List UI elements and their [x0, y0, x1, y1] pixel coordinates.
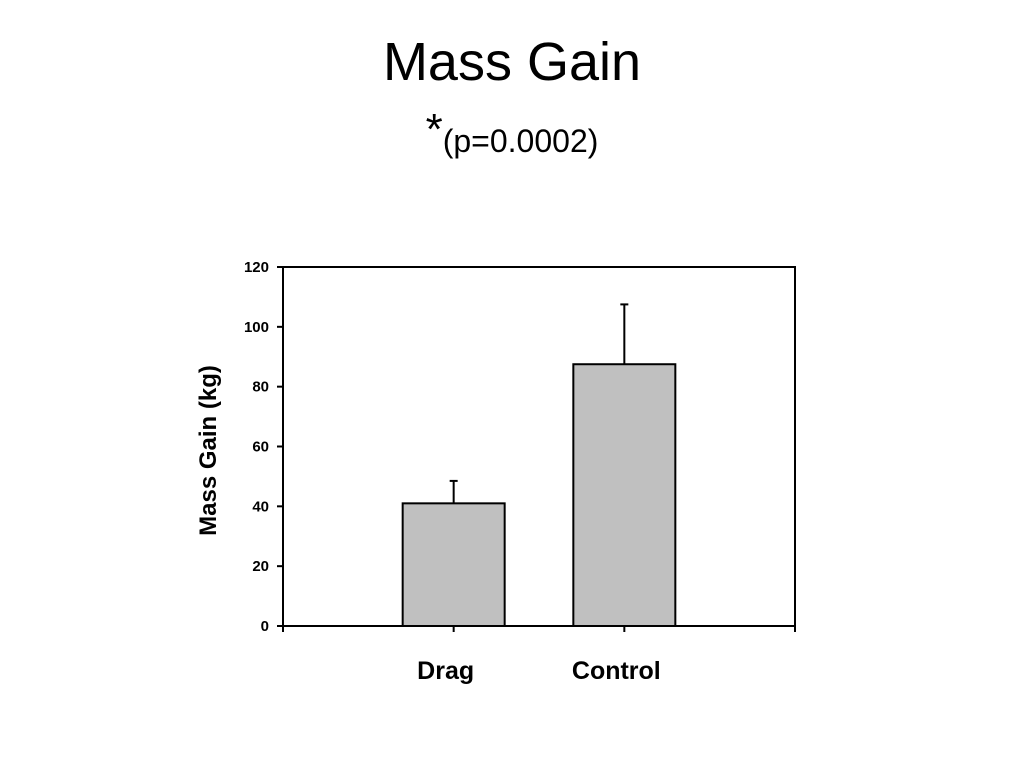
p-value: (p=0.0002)	[442, 123, 599, 159]
y-tick-label: 40	[252, 498, 269, 515]
plot-frame	[282, 266, 796, 627]
y-tick-label: 0	[261, 618, 269, 635]
slide-subtitle: *(p=0.0002)	[0, 100, 1024, 178]
y-tick-label: 80	[252, 379, 269, 396]
y-tick-label: 60	[252, 439, 269, 456]
error-bars	[449, 303, 629, 504]
x-axis: Drag Control	[282, 626, 796, 685]
y-tick-label: 120	[244, 259, 269, 276]
y-tick-label: 100	[244, 319, 269, 336]
y-tick-label: 20	[252, 558, 269, 575]
x-tick-label-control: Control	[572, 657, 661, 685]
slide-title: Mass Gain	[382, 32, 642, 92]
y-axis-title: Mass Gain (kg)	[195, 365, 222, 536]
bar-control	[572, 363, 677, 627]
bars	[401, 363, 677, 628]
y-axis: 0 20 40 60 80 100 120	[244, 259, 283, 635]
x-tick-label-drag: Drag	[417, 657, 474, 685]
bar-drag	[401, 502, 506, 628]
significance-star: *	[425, 105, 443, 154]
